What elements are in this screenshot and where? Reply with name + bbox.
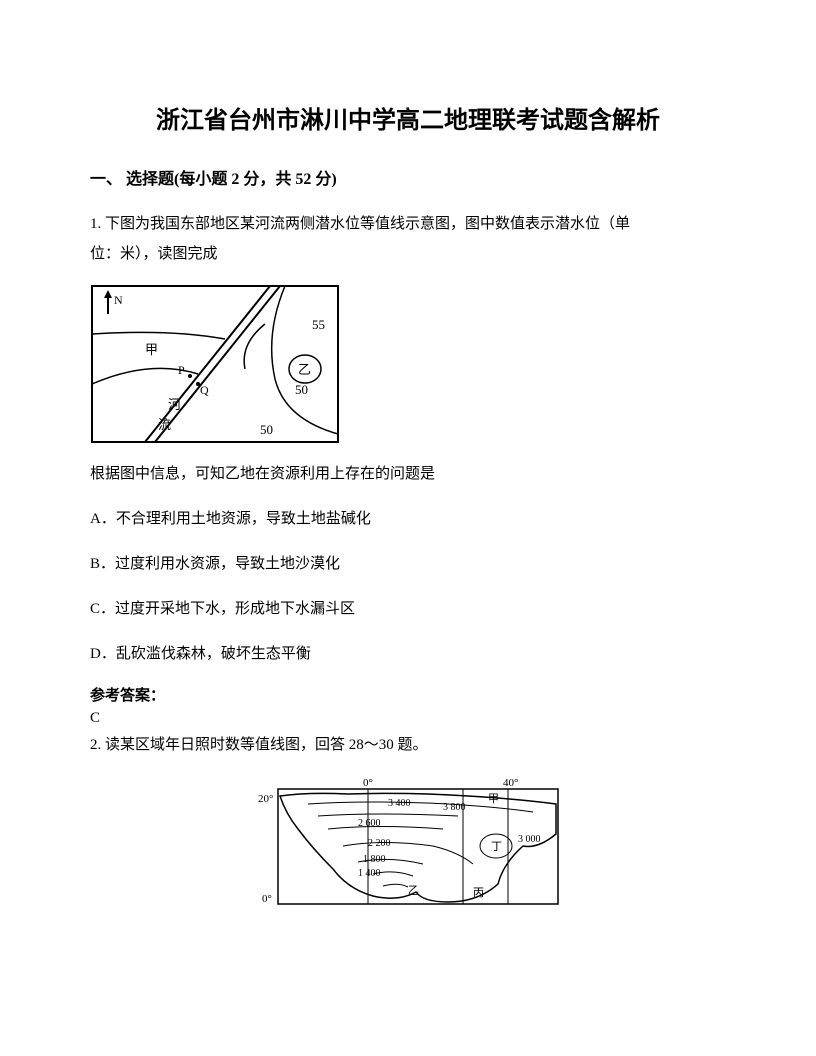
- v3400-label: 3 400: [388, 798, 411, 809]
- question-2-body: 读某区域年日照时数等值线图，回答 28～30 题。: [105, 737, 428, 753]
- he-label: 河: [168, 397, 181, 412]
- north-label: N: [114, 293, 123, 307]
- option-a: A．不合理利用土地资源，导致土地盐碱化: [90, 504, 726, 534]
- question-2-number: 2.: [90, 737, 101, 753]
- section-scoring: (每小题 2 分，共 52 分): [174, 171, 337, 188]
- figure-1-svg: N 甲 P Q 河 流 乙 55 50 50: [90, 284, 340, 444]
- lon0-label: 0°: [363, 777, 373, 789]
- v2600-label: 2 600: [358, 818, 381, 829]
- lon40-label: 40°: [503, 777, 518, 789]
- v55-label: 55: [312, 317, 325, 332]
- answer-value: C: [90, 710, 726, 727]
- v1400-label: 1 400: [358, 868, 381, 879]
- v1800-label: 1 800: [363, 854, 386, 865]
- bing-label: 丙: [473, 887, 484, 899]
- section-prefix: 一、 选择题: [90, 171, 174, 188]
- section-header: 一、 选择题(每小题 2 分，共 52 分): [90, 165, 726, 189]
- v50a-label: 50: [295, 382, 308, 397]
- q-label: Q: [200, 383, 209, 397]
- v2200-label: 2 200: [368, 838, 391, 849]
- option-b: B．过度利用水资源，导致土地沙漠化: [90, 549, 726, 579]
- question-1-sub: 根据图中信息，可知乙地在资源利用上存在的问题是: [90, 459, 726, 489]
- figure-1-container: N 甲 P Q 河 流 乙 55 50 50: [90, 284, 726, 444]
- v3800-label: 3 800: [443, 802, 466, 813]
- figure-2-svg: 0° 40° 20° 0° 3 400 3 800 2 600 2 200 1 …: [248, 774, 568, 914]
- v50b-label: 50: [260, 422, 273, 437]
- question-2-text: 2. 读某区域年日照时数等值线图，回答 28～30 题。: [90, 732, 726, 759]
- lat0-label: 0°: [262, 893, 272, 905]
- jia2-label: 甲: [488, 793, 499, 805]
- question-1-text: 1. 下图为我国东部地区某河流两侧潜水位等值线示意图，图中数值表示潜水位（单 位…: [90, 209, 726, 269]
- ding-label: 丁: [491, 841, 502, 853]
- option-c: C．过度开采地下水，形成地下水漏斗区: [90, 594, 726, 624]
- option-d: D．乱砍滥伐森林，破坏生态平衡: [90, 639, 726, 669]
- p-label: P: [178, 363, 185, 377]
- question-1-line2: 位：米），读图完成: [90, 246, 218, 262]
- answer-label: 参考答案：: [90, 684, 726, 705]
- jia-label: 甲: [145, 342, 158, 357]
- lat20-label: 20°: [258, 793, 273, 805]
- question-1-line1: 下图为我国东部地区某河流两侧潜水位等值线示意图，图中数值表示潜水位（单: [105, 216, 630, 232]
- liu-label: 流: [158, 417, 171, 432]
- figure-2-container: 0° 40° 20° 0° 3 400 3 800 2 600 2 200 1 …: [90, 774, 726, 919]
- yi-label: 乙: [298, 362, 311, 377]
- question-1-number: 1.: [90, 216, 101, 232]
- v3000-label: 3 000: [518, 834, 541, 845]
- yi2-label: 乙: [408, 884, 419, 897]
- page-title: 浙江省台州市淋川中学高二地理联考试题含解析: [90, 100, 726, 135]
